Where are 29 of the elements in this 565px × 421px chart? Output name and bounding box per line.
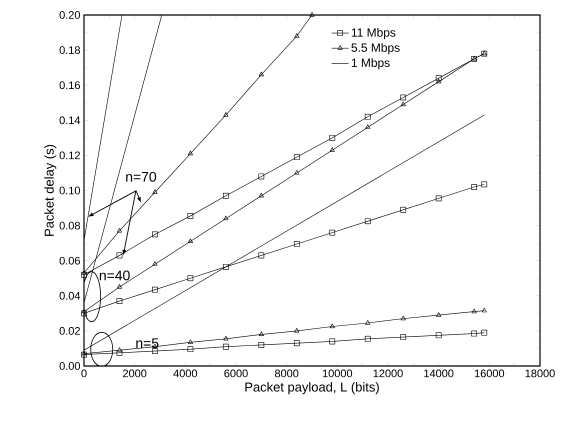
y-tick-label: 0.18	[60, 46, 80, 54]
annotation: n=5	[136, 338, 158, 348]
annotation: n=40	[100, 270, 130, 280]
y-tick-label: 0.14	[60, 116, 80, 124]
y-tick-label: 0.20	[60, 11, 80, 19]
x-tick-label: 16000	[474, 370, 504, 378]
y-tick-label: 0.08	[60, 222, 80, 230]
y-tick-label: 0.10	[60, 186, 80, 194]
y-tick-label: 0.16	[60, 81, 80, 90]
annotation: n=70	[126, 172, 156, 182]
x-tick-label: 6000	[224, 370, 248, 378]
x-tick-label: 14000	[424, 370, 454, 378]
x-tick-label: 12000	[374, 370, 403, 378]
x-axis-title: Packet payload, L (bits)	[245, 382, 379, 394]
y-tick-label: 0.00	[60, 362, 80, 370]
x-tick-label: 2000	[123, 370, 146, 378]
x-tick-label: 8000	[274, 370, 298, 378]
x-tick-label: 18000	[526, 370, 555, 378]
y-tick-label: 0.02	[60, 327, 80, 335]
y-axis-title: Packet delay (s)	[44, 144, 56, 236]
x-tick-label: 10000	[322, 370, 352, 378]
legend-label: 5.5 Mbps	[351, 43, 400, 54]
legend-label: 11 Mbps	[352, 28, 396, 40]
y-tick-label: 0.06	[60, 256, 80, 265]
y-tick-label: 0.12	[60, 152, 80, 160]
y-tick-label: 0.04	[60, 292, 80, 300]
x-tick-label: 4000	[173, 370, 198, 378]
x-tick-label: 0	[81, 370, 87, 378]
legend-label: 1 Mbps	[352, 58, 390, 70]
